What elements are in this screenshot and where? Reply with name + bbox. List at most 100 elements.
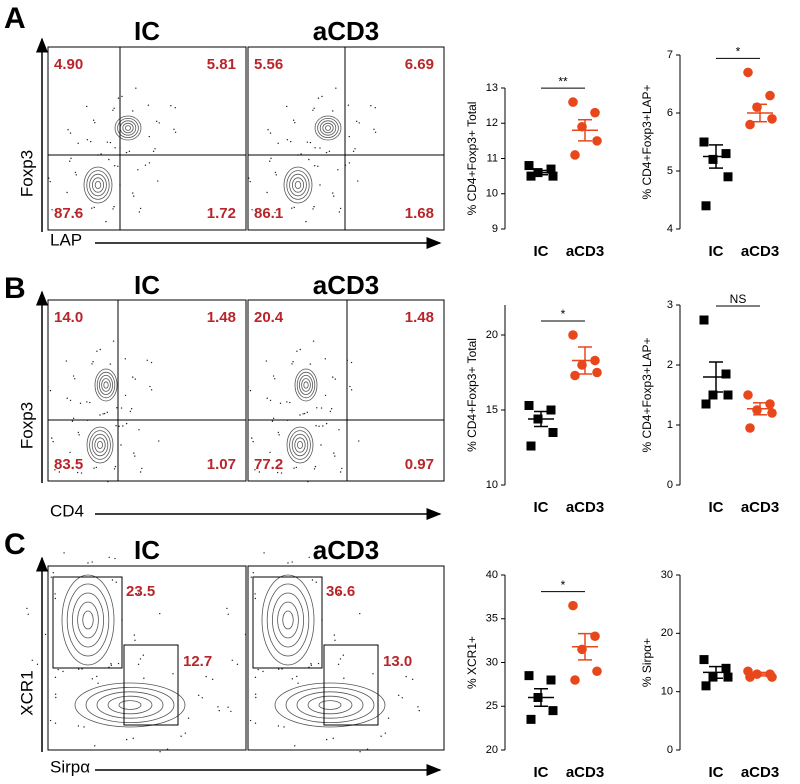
contour: [296, 691, 364, 719]
event-dot: [333, 452, 335, 454]
gate-value: 87.6: [54, 205, 83, 222]
event-dot: [174, 106, 176, 109]
y-axis-label: % XCR1+: [465, 636, 479, 689]
x-axis-label: Sirpα: [50, 757, 90, 776]
event-dot: [93, 206, 95, 209]
category-label: aCD3: [741, 499, 779, 516]
event-dot: [330, 408, 333, 410]
data-point: [524, 161, 534, 171]
event-dot: [277, 142, 279, 144]
event-dot: [69, 160, 71, 162]
event-dot: [54, 676, 57, 679]
event-dot: [332, 110, 334, 112]
gate-value: 36.6: [326, 583, 355, 600]
event-dot: [92, 119, 95, 121]
event-dot: [325, 738, 328, 741]
event-dot: [263, 552, 265, 554]
contour: [114, 115, 142, 141]
event-dot: [254, 693, 257, 695]
gate-value: 5.56: [254, 56, 283, 73]
significance-label: *: [561, 307, 566, 321]
event-dot: [89, 401, 91, 404]
gate-value: 1.48: [207, 309, 236, 326]
event-dot: [148, 135, 150, 138]
event-dot: [252, 571, 254, 574]
plot-frame: [247, 299, 445, 482]
y-tick-label: 2: [667, 359, 673, 371]
plot-title: aCD3: [313, 16, 379, 46]
event-dot: [315, 581, 317, 583]
event-dot: [63, 552, 65, 554]
event-dot: [300, 153, 302, 155]
event-dot: [125, 151, 128, 154]
event-dot: [290, 140, 292, 143]
data-point: [590, 631, 600, 642]
event-dot: [93, 467, 95, 469]
event-dot: [343, 677, 345, 679]
event-dot: [124, 358, 127, 360]
y-tick-label: 20: [661, 627, 673, 639]
contour: [85, 687, 175, 724]
event-dot: [269, 399, 272, 402]
event-dot: [339, 658, 342, 660]
y-tick-label: 20: [486, 329, 498, 341]
event-dot: [311, 579, 314, 581]
data-point: [524, 401, 534, 410]
data-point: [699, 315, 709, 325]
event-dot: [147, 104, 150, 106]
gate-value: 4.90: [54, 56, 83, 73]
data-point: [548, 428, 558, 437]
event-dot: [62, 670, 64, 673]
event-dot: [277, 725, 280, 727]
contour: [61, 574, 115, 666]
event-dot: [328, 150, 331, 153]
event-dot: [130, 408, 133, 410]
data-point: [767, 408, 777, 418]
event-dot: [275, 174, 277, 176]
event-dot: [92, 361, 94, 363]
event-dot: [373, 128, 375, 131]
contour: [96, 691, 164, 719]
event-dot: [154, 148, 156, 150]
contour: [274, 682, 386, 728]
event-dot: [350, 361, 353, 364]
contour: [289, 430, 311, 460]
data-point: [590, 107, 600, 118]
event-dot: [27, 706, 29, 708]
data-point: [568, 600, 578, 611]
event-dot: [267, 129, 269, 131]
event-dot: [294, 745, 296, 747]
contour: [322, 122, 334, 134]
event-dot: [317, 165, 319, 168]
event-dot: [277, 668, 280, 670]
event-dot: [278, 434, 280, 436]
event-dot: [250, 576, 252, 578]
event-dot: [283, 726, 285, 728]
event-dot: [272, 375, 275, 377]
event-dot: [249, 719, 252, 722]
contour: [66, 583, 110, 657]
y-tick-label: 10: [661, 686, 673, 698]
event-dot: [281, 668, 283, 670]
data-point: [548, 706, 558, 716]
event-dot: [374, 131, 377, 134]
event-dot: [69, 451, 71, 454]
event-dot: [110, 664, 113, 667]
event-dot: [338, 592, 340, 595]
y-tick-label: 35: [486, 613, 498, 625]
event-dot: [334, 455, 336, 457]
event-dot: [320, 407, 323, 409]
event-dot: [30, 710, 32, 713]
event-dot: [255, 696, 257, 699]
event-dot: [125, 422, 128, 425]
contour: [298, 374, 313, 395]
plot-frame: [47, 299, 247, 482]
category-label: aCD3: [566, 764, 604, 781]
data-point: [767, 114, 777, 124]
event-dot: [109, 363, 112, 365]
y-tick-label: 25: [486, 700, 498, 712]
event-dot: [309, 141, 312, 144]
y-tick-label: 13: [486, 82, 498, 94]
event-dot: [269, 132, 272, 134]
event-dot: [144, 164, 147, 166]
